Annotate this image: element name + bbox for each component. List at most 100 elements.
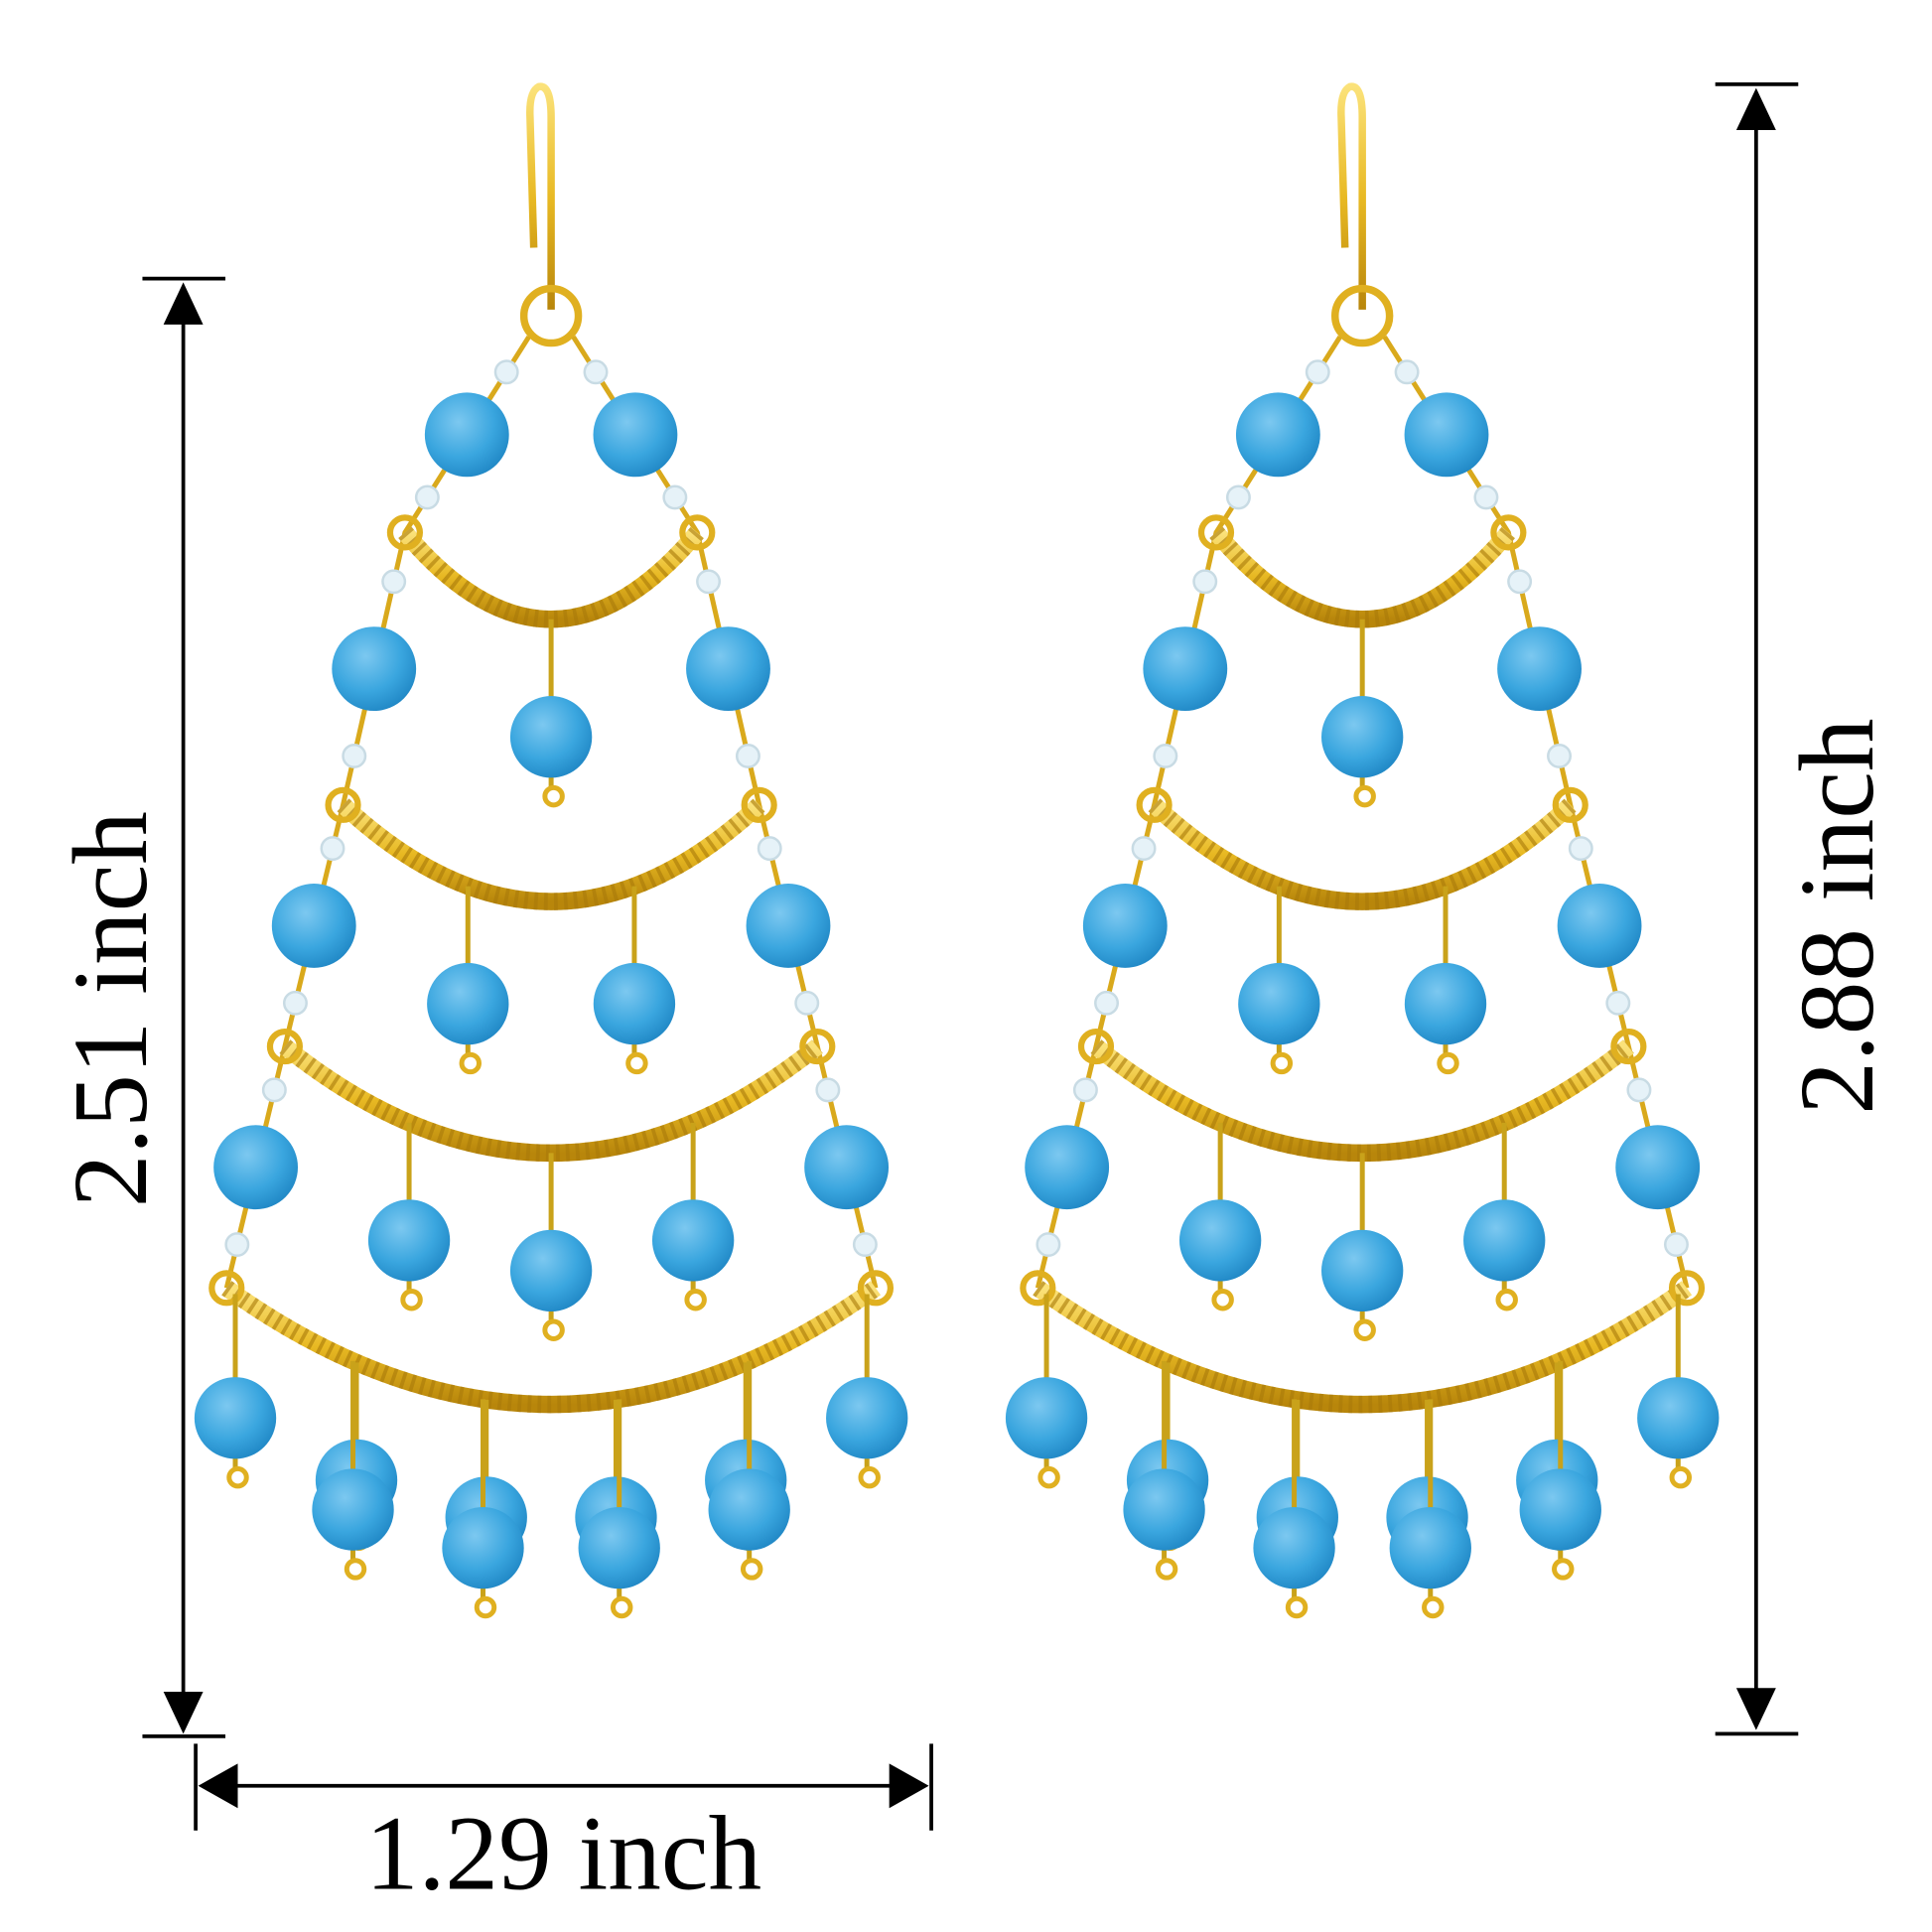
wire-loop — [1353, 1318, 1376, 1341]
wire-loop — [1353, 784, 1376, 808]
blue-bead — [1025, 1125, 1110, 1210]
wire-loop — [226, 1465, 249, 1489]
seed-bead — [381, 569, 407, 595]
seed-bead — [583, 359, 609, 385]
wire-loop — [1285, 1595, 1309, 1619]
wire-loop — [344, 1558, 367, 1581]
seed-bead — [1568, 836, 1593, 862]
seed-bead — [1473, 484, 1499, 510]
seed-bead — [1305, 359, 1330, 385]
wire-loop — [1422, 1595, 1445, 1619]
connector-ring — [1610, 1028, 1647, 1065]
blue-bead — [686, 626, 770, 712]
seed-bead — [815, 1077, 841, 1103]
connector-ring — [386, 514, 423, 551]
blue-bead — [1321, 1229, 1404, 1312]
wire-loop — [1552, 1558, 1575, 1581]
wire-coil — [337, 798, 765, 910]
blue-bead — [804, 1125, 890, 1210]
blue-bead — [1143, 626, 1228, 712]
blue-bead — [593, 392, 678, 478]
wire-loop — [684, 1289, 707, 1311]
connector-ring — [1197, 514, 1235, 551]
connector-ring — [741, 786, 777, 823]
seed-bead — [493, 359, 519, 385]
wire-coil — [279, 1039, 823, 1163]
connector-ring — [857, 1270, 895, 1307]
right-height-dimension — [1715, 81, 1799, 1736]
wire-loop — [740, 1558, 763, 1581]
seed-bead — [1507, 569, 1533, 595]
blue-bead — [1557, 884, 1642, 968]
wire-loop — [1037, 1465, 1060, 1489]
connector-ring — [325, 786, 361, 823]
blue-bead — [1519, 1468, 1601, 1551]
connector-ring — [1668, 1270, 1706, 1307]
blue-bead — [746, 884, 831, 968]
seed-bead — [261, 1077, 287, 1103]
coiled-gold-arc — [337, 798, 765, 910]
seed-bead — [735, 743, 760, 768]
blue-bead — [1497, 626, 1582, 712]
wire-coil — [221, 1281, 882, 1414]
blue-bead — [332, 626, 417, 712]
left-height-dimension — [142, 276, 226, 1738]
blue-bead — [1463, 1199, 1546, 1282]
blue-bead — [1235, 392, 1320, 478]
blue-bead — [1389, 1506, 1471, 1589]
connector-ring — [799, 1028, 836, 1065]
seed-bead — [1094, 990, 1120, 1016]
blue-bead — [1253, 1506, 1335, 1589]
right-earring — [1005, 82, 1720, 1619]
ear-hook — [526, 82, 555, 310]
seed-bead — [224, 1232, 250, 1258]
wire-coil — [1090, 1039, 1634, 1163]
seed-bead — [757, 836, 782, 862]
jump-ring — [1330, 284, 1394, 347]
seed-bead — [1225, 484, 1251, 510]
blue-bead — [509, 1229, 593, 1312]
connector-ring — [679, 514, 716, 551]
wire-loop — [542, 1318, 565, 1341]
blue-bead — [509, 696, 593, 778]
blue-bead — [1321, 696, 1404, 778]
seed-bead — [794, 990, 820, 1016]
blue-bead — [367, 1199, 451, 1282]
jump-ring — [519, 284, 583, 347]
blue-bead — [213, 1125, 299, 1210]
blue-bead — [1404, 962, 1487, 1045]
blue-bead — [1637, 1377, 1720, 1459]
coiled-gold-arc — [1148, 798, 1577, 910]
seed-bead — [320, 836, 345, 862]
connector-ring — [266, 1028, 303, 1065]
wire-loop — [625, 1051, 648, 1075]
blue-bead — [271, 884, 356, 968]
blue-bead — [578, 1506, 660, 1589]
seed-bead — [1663, 1232, 1689, 1258]
left-earring — [194, 82, 908, 1619]
seed-bead — [1626, 1077, 1652, 1103]
blue-bead — [442, 1506, 524, 1589]
blue-bead — [1238, 962, 1320, 1045]
seed-bead — [1153, 743, 1178, 768]
wire-loop — [459, 1051, 483, 1075]
wire-loop — [400, 1289, 423, 1311]
seed-bead — [1131, 836, 1157, 862]
wire-loop — [474, 1595, 497, 1619]
wire-loop — [1669, 1465, 1692, 1489]
wire-loop — [858, 1465, 881, 1489]
seed-bead — [662, 484, 688, 510]
left-height-label: 2.51 inch — [52, 811, 170, 1207]
wire-loop — [542, 784, 565, 808]
blue-bead — [651, 1199, 735, 1282]
wire-coil — [1209, 526, 1516, 628]
seed-bead — [282, 990, 308, 1016]
blue-bead — [194, 1377, 277, 1459]
right-height-label: 2.88 inch — [1778, 718, 1896, 1114]
seed-bead — [852, 1232, 878, 1258]
wire-coil — [398, 526, 704, 628]
seed-bead — [696, 569, 722, 595]
seed-bead — [1072, 1077, 1098, 1103]
